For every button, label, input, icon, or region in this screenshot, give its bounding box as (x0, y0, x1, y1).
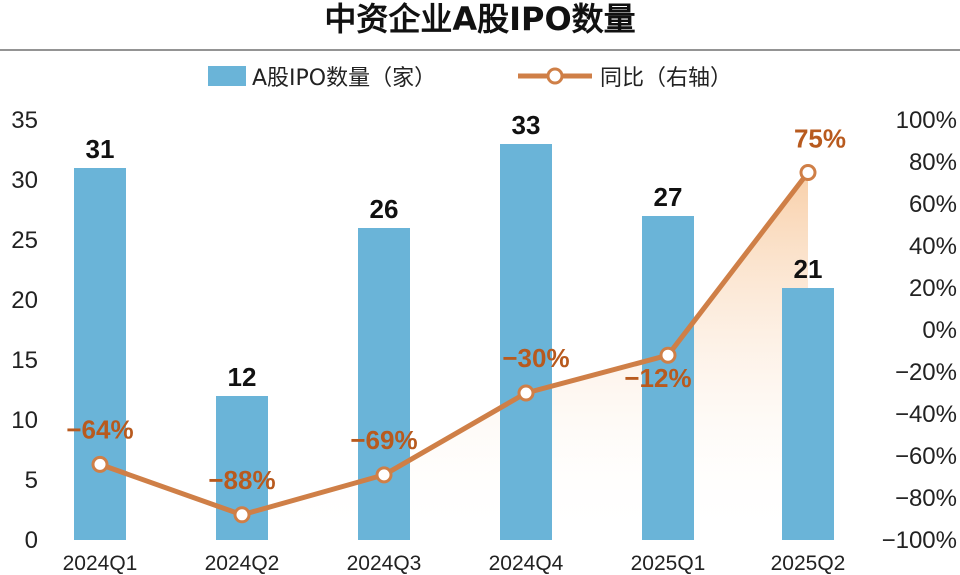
right-tick-label: −60% (895, 443, 957, 470)
yoy-marker (375, 466, 393, 484)
bar-value-label: 12 (228, 362, 257, 392)
yoy-value-label: 75% (794, 124, 846, 154)
bar (500, 144, 552, 540)
bar-value-label: 26 (370, 194, 399, 224)
bar (358, 228, 410, 540)
x-tick-label: 2025Q2 (771, 552, 846, 575)
right-axis: −100% −80% −60% −40% −20% 0% 20% 40% 60% 80% 100% (882, 107, 957, 554)
right-tick-label: 60% (909, 191, 957, 218)
bar (782, 288, 834, 540)
right-tick-label: −100% (882, 527, 957, 554)
yoy-value-label: −64% (66, 414, 133, 444)
right-tick-label: −80% (895, 485, 957, 512)
yoy-marker (659, 346, 677, 364)
yoy-value-label: −12% (624, 363, 691, 393)
yoy-marker (799, 164, 817, 181)
yoy-value-label: −30% (502, 343, 569, 373)
bar (74, 168, 126, 540)
yoy-marker (517, 384, 535, 402)
yoy-value-labels: −64% −88% −69% −30% −12% 75% (66, 124, 846, 495)
bar-value-label: 33 (512, 110, 541, 140)
yoy-line (99, 170, 810, 518)
left-axis: 0 5 10 15 20 25 30 35 (11, 107, 38, 554)
left-tick-label: 20 (11, 287, 38, 314)
left-tick-label: 15 (11, 347, 38, 374)
right-tick-label: 40% (909, 233, 957, 260)
x-tick-label: 2025Q1 (631, 552, 706, 575)
legend-line-label: 同比（右轴） (600, 66, 732, 91)
legend-bar-swatch (208, 66, 246, 86)
left-tick-label: 35 (11, 107, 38, 134)
x-axis: 2024Q1 2024Q2 2024Q3 2024Q4 2025Q1 2025Q2 (63, 552, 846, 575)
yoy-marker (233, 506, 251, 524)
chart-title: 中资企业A股IPO数量 (324, 0, 635, 38)
bar (642, 216, 694, 540)
yoy-marker (91, 455, 109, 473)
yoy-markers (91, 164, 817, 524)
right-tick-label: −20% (895, 359, 957, 386)
yoy-value-label: −88% (208, 465, 275, 495)
bar-value-label: 27 (654, 182, 683, 212)
bar-value-label: 21 (794, 254, 823, 284)
x-tick-label: 2024Q2 (205, 552, 280, 575)
bar-value-label: 31 (86, 134, 115, 164)
right-tick-label: 80% (909, 149, 957, 176)
legend: A股IPO数量（家） 同比（右轴） (208, 66, 732, 91)
left-tick-label: 10 (11, 407, 38, 434)
yoy-value-label: −69% (350, 425, 417, 455)
x-tick-label: 2024Q4 (489, 552, 564, 575)
left-tick-label: 5 (25, 467, 38, 494)
left-tick-label: 25 (11, 227, 38, 254)
x-tick-label: 2024Q1 (63, 552, 138, 575)
right-tick-label: 0% (922, 317, 957, 344)
right-tick-label: −40% (895, 401, 957, 428)
legend-bar-label: A股IPO数量（家） (252, 66, 436, 91)
left-tick-label: 30 (11, 167, 38, 194)
right-tick-label: 100% (896, 107, 957, 134)
right-tick-label: 20% (909, 275, 957, 302)
legend-line-marker (546, 67, 564, 85)
x-tick-label: 2024Q3 (347, 552, 422, 575)
bar-series (74, 144, 834, 540)
left-tick-label: 0 (25, 527, 38, 554)
bar-value-labels: 31 12 26 33 27 21 (86, 110, 823, 392)
